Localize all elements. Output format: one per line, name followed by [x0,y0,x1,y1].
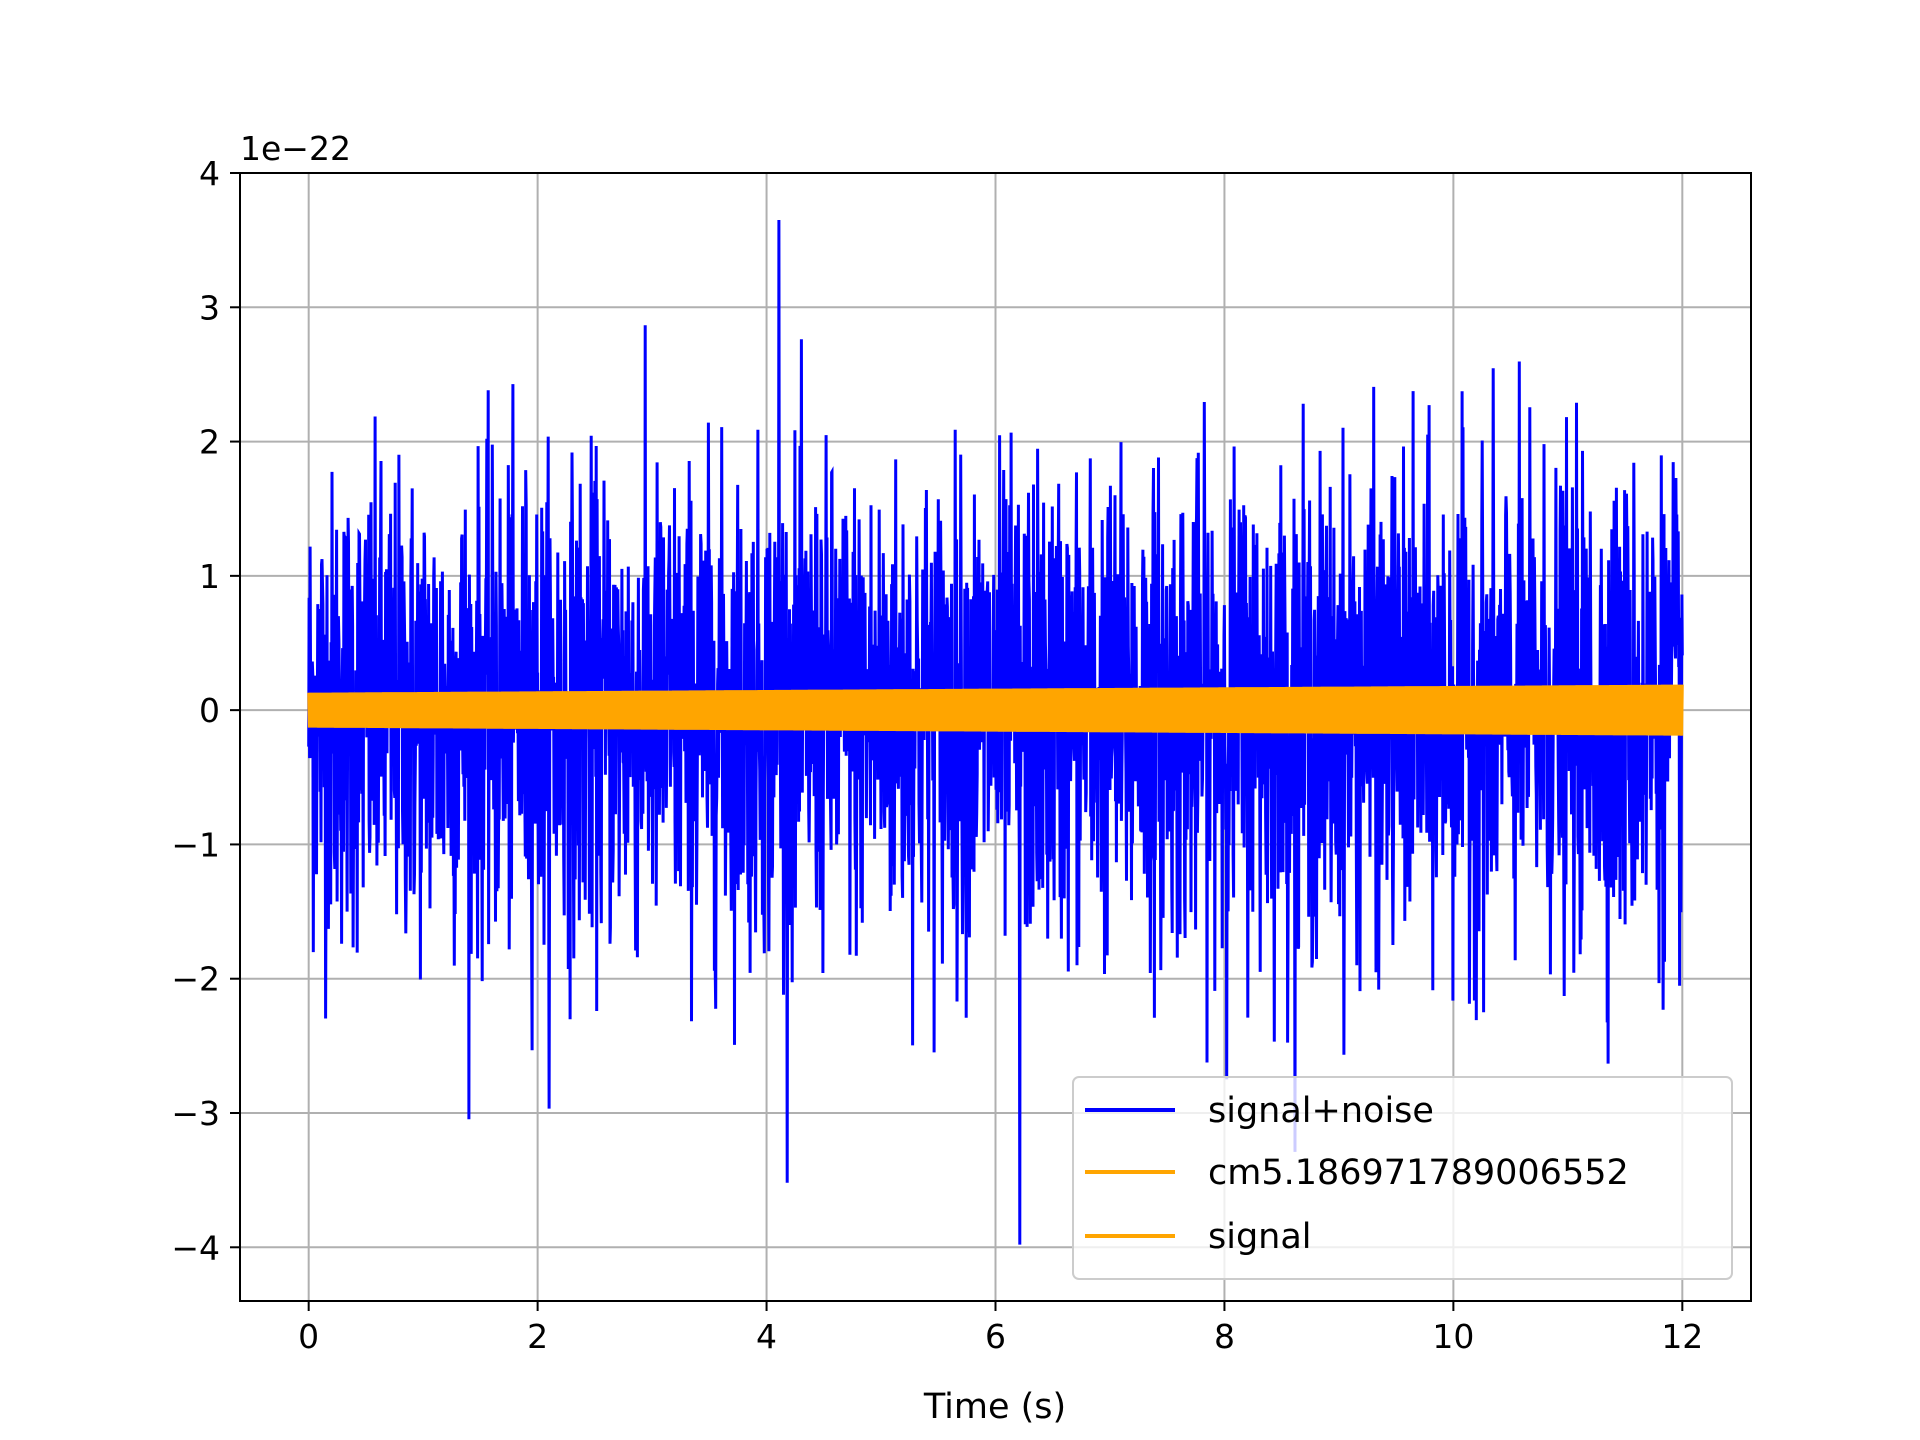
x-tick-label-3: 6 [985,1317,1006,1356]
x-tick-label-6: 12 [1661,1317,1703,1356]
x-tick-label-0: 0 [298,1317,319,1356]
plot-area [307,219,1684,1245]
legend-label-signal-noise: signal+noise [1208,1091,1434,1131]
y-tick-label-8: 4 [199,154,220,193]
x-tick-label-2: 4 [756,1317,777,1356]
y-tick-label-2: −2 [171,960,220,999]
x-tick-label-1: 2 [527,1317,548,1356]
x-axis-label: Time (s) [923,1387,1066,1427]
y-tick-label-5: 1 [199,557,220,596]
legend-label-cm: cm5.186971789006552 [1208,1153,1629,1193]
x-tick-label-5: 10 [1432,1317,1474,1356]
legend-box [1072,1076,1733,1280]
grid [240,172,1751,1301]
y-tick-label-7: 3 [199,288,220,327]
y-offset-label: 1e−22 [240,129,351,168]
y-tick-label-6: 2 [199,423,220,462]
x-tick-label-4: 8 [1214,1317,1235,1356]
y-tick-label-1: −3 [171,1094,220,1133]
legend: signal+noise cm5.186971789006552 signal [1072,1076,1733,1280]
series-signal-line [307,684,1684,736]
y-tick-label-0: −4 [171,1228,220,1267]
y-tick-label-3: −1 [171,825,220,864]
legend-label-signal: signal [1208,1217,1312,1257]
y-tick-label-4: 0 [199,691,220,730]
